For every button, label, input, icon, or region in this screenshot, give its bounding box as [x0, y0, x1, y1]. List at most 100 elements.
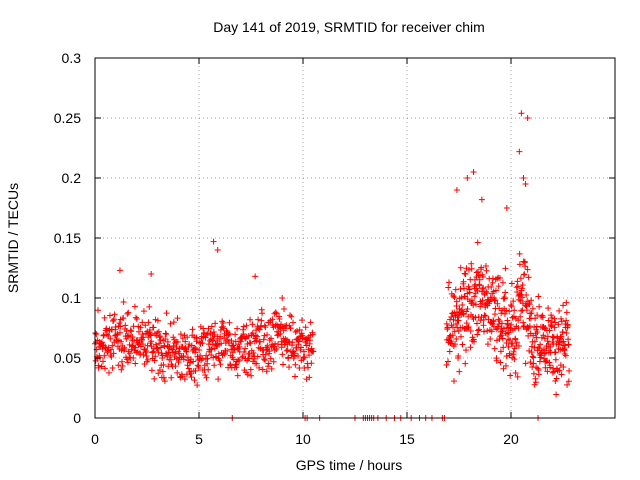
- data-point: [501, 310, 508, 317]
- data-point: [94, 307, 101, 314]
- data-point: [446, 279, 453, 286]
- data-point: [93, 331, 100, 338]
- data-point: [226, 330, 233, 337]
- data-point: [492, 297, 499, 304]
- data-point: [259, 310, 266, 317]
- data-point: [240, 323, 247, 330]
- data-point: [556, 307, 563, 314]
- data-point: [511, 356, 518, 363]
- data-point: [160, 361, 167, 368]
- data-point: [167, 320, 174, 327]
- x-tick-label: 10: [295, 431, 311, 447]
- data-point: [187, 359, 194, 366]
- data-point: [142, 322, 149, 329]
- data-point: [521, 271, 528, 278]
- data-point: [215, 376, 222, 383]
- data-point: [522, 360, 529, 367]
- data-point: [276, 315, 283, 322]
- data-point: [552, 319, 559, 326]
- data-point: [117, 338, 124, 345]
- data-point: [281, 305, 288, 312]
- data-point: [192, 349, 199, 356]
- data-point: [479, 274, 486, 281]
- data-point: [498, 332, 505, 339]
- data-point: [521, 322, 528, 329]
- data-point: [120, 315, 127, 322]
- data-point: [260, 336, 267, 343]
- data-point: [525, 274, 532, 281]
- data-point: [208, 323, 215, 330]
- data-point: [491, 297, 498, 304]
- data-point: [254, 333, 261, 340]
- data-point: [247, 366, 254, 373]
- data-point: [524, 115, 531, 121]
- data-point: [503, 339, 510, 346]
- data-point: [267, 355, 274, 362]
- data-point: [459, 310, 466, 317]
- data-point: [499, 328, 506, 335]
- data-point: [563, 299, 570, 306]
- data-point: [202, 371, 209, 378]
- data-point: [512, 369, 519, 376]
- data-point: [445, 358, 452, 365]
- data-point: [294, 327, 301, 334]
- data-point: [506, 337, 513, 344]
- data-point: [503, 353, 510, 360]
- data-point: [498, 310, 505, 317]
- data-point: [302, 324, 309, 331]
- data-point: [226, 319, 233, 326]
- data-point: [170, 319, 177, 326]
- data-point: [457, 333, 464, 340]
- data-point: [535, 293, 542, 300]
- data-point: [279, 351, 286, 358]
- data-point: [186, 341, 193, 348]
- data-point: [196, 346, 203, 353]
- data-point: [460, 278, 467, 285]
- data-point: [262, 351, 269, 358]
- data-point: [511, 345, 518, 352]
- data-point: [285, 338, 292, 345]
- data-point: [210, 238, 217, 245]
- data-point: [308, 360, 315, 367]
- data-point: [187, 370, 194, 377]
- data-point: [443, 320, 450, 327]
- data-point: [444, 324, 451, 331]
- data-point: [551, 315, 558, 322]
- x-tick-label: 5: [195, 431, 203, 447]
- data-point: [199, 340, 206, 347]
- data-point: [479, 297, 486, 304]
- data-point: [446, 348, 453, 355]
- data-point: [125, 309, 132, 316]
- data-point: [152, 353, 159, 360]
- data-point: [143, 353, 150, 360]
- x-tick-label: 0: [91, 431, 99, 447]
- data-point: [107, 346, 114, 353]
- data-point: [470, 302, 477, 309]
- data-point: [157, 336, 164, 343]
- data-point: [515, 325, 522, 332]
- data-point: [129, 334, 136, 341]
- data-point: [462, 347, 469, 354]
- data-point: [101, 314, 108, 321]
- data-point: [519, 281, 526, 288]
- data-point: [304, 364, 311, 371]
- data-point: [523, 292, 530, 299]
- data-point: [529, 305, 536, 312]
- points-layer: [92, 110, 573, 421]
- data-point: [191, 377, 198, 384]
- data-point: [292, 373, 299, 380]
- data-point: [210, 329, 217, 336]
- data-point: [450, 316, 457, 323]
- data-point: [224, 347, 231, 354]
- data-point: [241, 349, 248, 356]
- data-point: [519, 294, 526, 301]
- data-point: [131, 303, 138, 310]
- data-point: [502, 289, 509, 296]
- data-point: [515, 343, 522, 350]
- data-point: [499, 335, 506, 342]
- data-point: [513, 339, 520, 346]
- data-point: [132, 314, 139, 321]
- data-point: [101, 352, 108, 359]
- data-point: [108, 353, 115, 360]
